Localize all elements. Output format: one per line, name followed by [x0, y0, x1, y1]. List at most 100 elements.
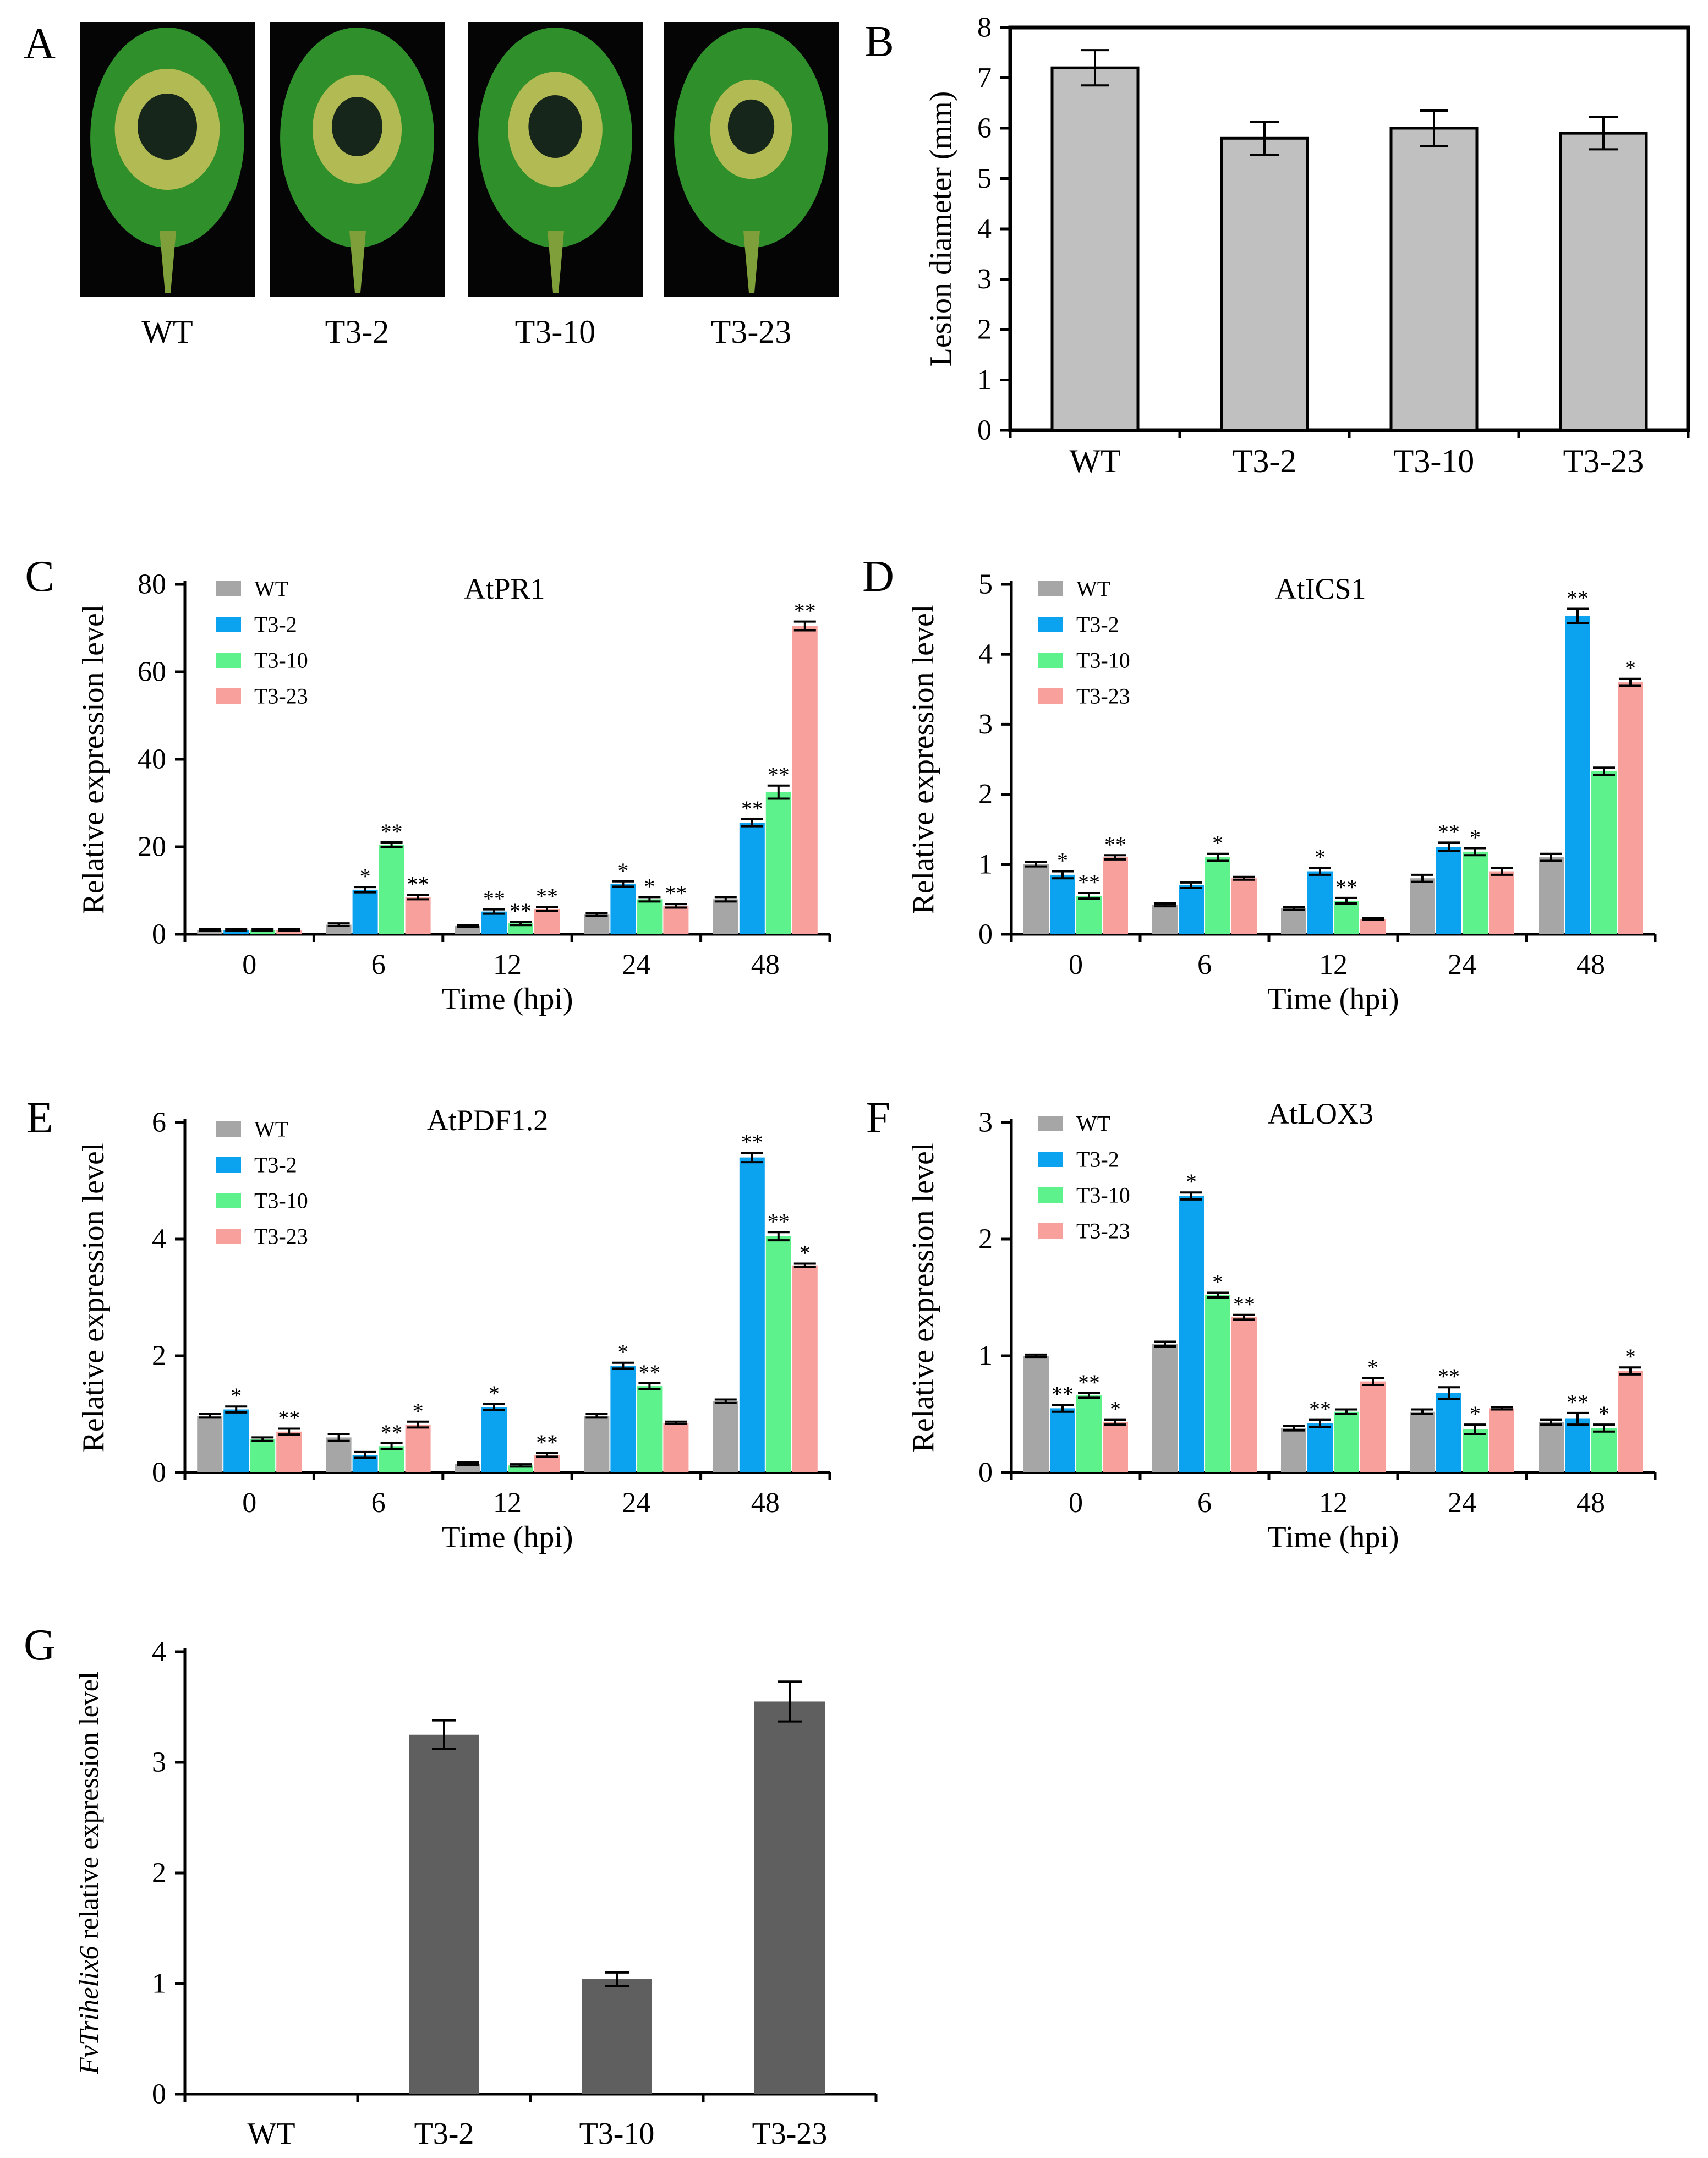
chart-title: AtICS1 [1275, 572, 1366, 605]
y-tick-label: 0 [152, 2079, 166, 2110]
bar-wt [326, 1437, 352, 1472]
bar-wt [584, 1416, 610, 1472]
significance-marker: * [1625, 1344, 1636, 1369]
y-tick-label: 3 [978, 709, 993, 740]
x-tick-label: 48 [1576, 949, 1605, 981]
x-tick-label: 48 [751, 949, 780, 981]
significance-marker: * [413, 1399, 424, 1423]
bar-t3-10 [1334, 1411, 1359, 1472]
bar-wt [197, 1416, 223, 1472]
significance-marker: ** [1233, 1292, 1255, 1317]
bar-t3-10 [1591, 1428, 1617, 1472]
legend-swatch [216, 1193, 241, 1208]
bar [1389, 127, 1479, 432]
bar-t3-10 [1463, 1429, 1488, 1472]
significance-marker: * [1212, 831, 1223, 856]
x-tick-label: 6 [1197, 949, 1212, 981]
y-tick-label: 2 [978, 1224, 993, 1255]
panel-a: A WT T3-2 T3-10 T3-23 [24, 20, 839, 350]
bar-wt [1410, 878, 1435, 934]
bar-wt [584, 914, 610, 934]
bar-t3-2 [352, 889, 378, 934]
legend-label: WT [1076, 1111, 1110, 1136]
legend-swatch [1038, 581, 1063, 596]
bar-t3-10 [379, 845, 404, 934]
bar-wt [1023, 864, 1049, 934]
bar-t3-23 [1360, 919, 1386, 934]
significance-marker: * [1470, 825, 1481, 850]
panel-letter-f: F [866, 1094, 891, 1142]
bar [1050, 66, 1140, 432]
lesion-core-icon [332, 97, 382, 156]
significance-marker: * [231, 1383, 242, 1408]
y-tick-label: 3 [977, 264, 992, 295]
leaf-photo-label: WT [141, 314, 193, 350]
y-tick-label: 6 [152, 1107, 166, 1138]
bar-t3-10 [1076, 1395, 1102, 1472]
x-tick-label: 48 [1576, 1487, 1605, 1519]
panel-letter-a: A [24, 20, 56, 68]
significance-marker: ** [1438, 1364, 1460, 1389]
bar-t3-2 [739, 1157, 765, 1472]
legend-label: WT [1076, 577, 1110, 601]
legend-label: T3-23 [254, 684, 308, 709]
lesion-core-icon [137, 94, 198, 160]
significance-marker: ** [768, 763, 790, 787]
panel-letter-g: G [24, 1621, 56, 1669]
bar-t3-23 [1489, 871, 1514, 934]
x-tick-label: WT [1069, 443, 1120, 479]
significance-marker: ** [638, 1360, 660, 1385]
chart-title: AtPR1 [464, 572, 545, 605]
x-tick-label: 12 [1319, 949, 1348, 981]
panel-letter-e: E [26, 1094, 53, 1142]
x-tick-label: 0 [242, 1487, 256, 1519]
bar-wt [1152, 1344, 1178, 1472]
significance-marker: * [800, 1241, 811, 1266]
bar-t3-10 [1205, 1295, 1230, 1472]
significance-marker: ** [381, 819, 403, 844]
x-axis-label: Time (hpi) [1267, 982, 1399, 1016]
legend-swatch [1038, 1152, 1063, 1167]
x-tick-label: 48 [751, 1487, 780, 1519]
chart-title: AtLOX3 [1268, 1097, 1373, 1130]
significance-marker: ** [407, 872, 429, 896]
significance-marker: ** [768, 1209, 790, 1234]
x-axis-label: Time (hpi) [441, 1520, 573, 1554]
bar-wt [1281, 908, 1306, 934]
y-tick-label: 0 [152, 1457, 166, 1488]
significance-marker: * [1057, 848, 1068, 873]
x-tick-label: 12 [493, 949, 522, 981]
x-tick-label: T3-23 [1563, 443, 1644, 479]
significance-marker: * [617, 1340, 628, 1365]
bar-wt [1539, 1422, 1564, 1472]
bar-t3-2 [481, 911, 507, 934]
significance-marker: * [644, 874, 655, 899]
significance-marker: * [1598, 1401, 1610, 1426]
bar-t3-23 [1618, 682, 1643, 934]
bar-t3-23 [1618, 1371, 1643, 1472]
leaf-photo [664, 22, 839, 297]
bar-t3-10 [1205, 857, 1230, 934]
bar-t3-2 [223, 1409, 249, 1472]
y-tick-label: 1 [978, 848, 993, 880]
x-tick-label: T3-23 [752, 2117, 828, 2151]
bar-wt [197, 930, 223, 934]
bar-t3-10 [1591, 771, 1617, 934]
legend-label: T3-10 [1076, 1183, 1130, 1208]
y-axis-label-gene: FvTrihelix6 [73, 1946, 104, 2075]
y-tick-label: 20 [138, 831, 166, 863]
legend-swatch [1038, 1116, 1063, 1131]
significance-marker: * [617, 858, 628, 883]
significance-marker: ** [1078, 1370, 1100, 1395]
bar-t3-2 [739, 823, 765, 934]
legend-label: T3-2 [254, 1153, 297, 1177]
x-tick-label: 24 [622, 949, 650, 981]
leaf-photo-label: T3-2 [325, 314, 390, 350]
bar-t3-10 [250, 930, 276, 934]
bar-t3-23 [792, 1265, 818, 1472]
significance-marker: * [1212, 1270, 1223, 1295]
bar-t3-23 [1103, 857, 1128, 934]
bar-wt [1152, 905, 1178, 934]
panel-letter-b: B [864, 18, 894, 66]
